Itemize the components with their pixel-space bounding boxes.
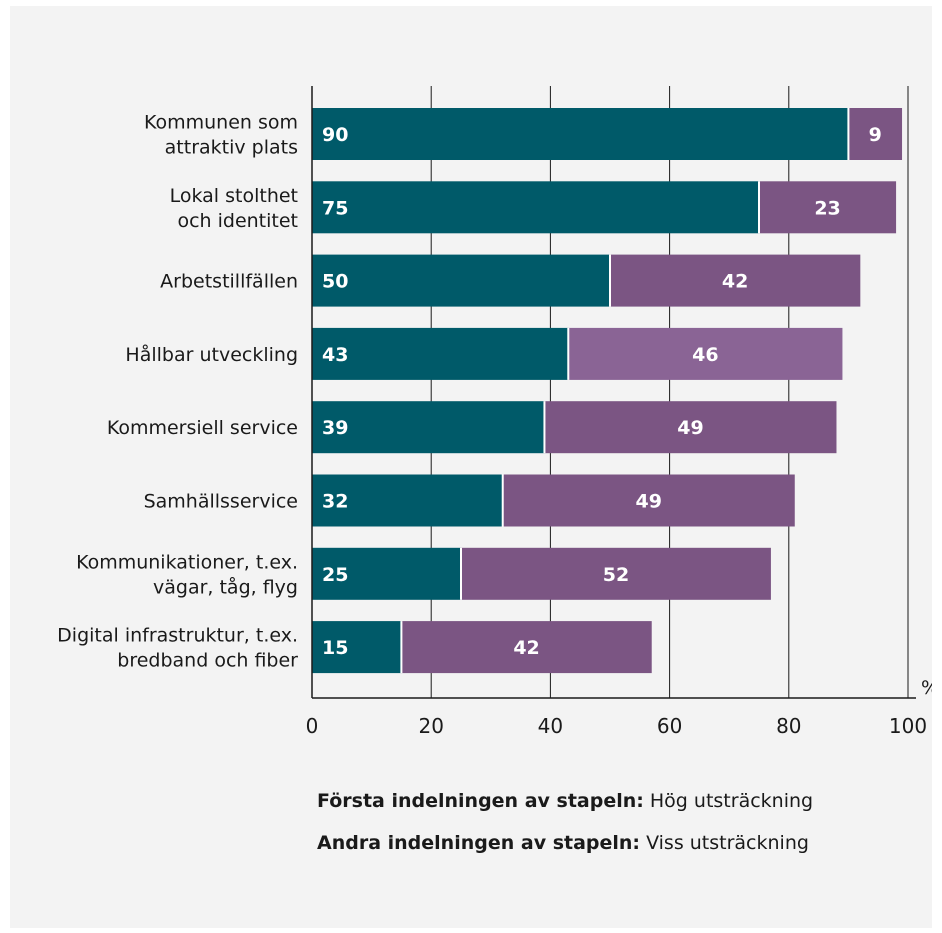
x-tick-label-20: 20	[418, 714, 443, 738]
x-tick-label-60: 60	[657, 714, 682, 738]
bar-segment-5-0	[312, 474, 503, 527]
bar-segment-4-1	[544, 401, 837, 454]
category-label-6-0: Kommunikationer, t.ex.	[76, 551, 298, 573]
legend-item-first: Första indelningen av stapeln: Hög utstr…	[317, 790, 813, 812]
bar-segment-1-0	[312, 181, 759, 234]
data-label-0-1: 9	[869, 124, 882, 146]
data-label-4-1: 49	[677, 417, 703, 439]
x-tick-label-40: 40	[538, 714, 563, 738]
category-label-0-0: Kommunen som	[144, 112, 298, 134]
bar-segment-2-0	[312, 254, 610, 307]
bar-segment-3-0	[312, 327, 569, 380]
category-label-2-0: Arbetstillfällen	[160, 271, 298, 293]
legend-second-text: Viss utsträckning	[640, 832, 809, 854]
data-label-0-0: 90	[322, 124, 348, 146]
category-label-5-0: Samhällsservice	[144, 491, 298, 513]
x-tick-label-80: 80	[776, 714, 801, 738]
category-label-3-0: Hållbar utveckling	[125, 343, 298, 366]
bar-segment-3-1	[568, 327, 843, 380]
data-label-5-1: 49	[636, 491, 662, 513]
legend-first-bold: Första indelningen av stapeln:	[317, 790, 644, 812]
category-label-1-0: Lokal stolthet	[170, 185, 298, 207]
data-label-4-0: 39	[322, 417, 348, 439]
chart-panel: 90 9 Kommunen som attraktiv plats 75 23 Lokal …	[10, 6, 932, 928]
data-label-5-0: 32	[322, 491, 348, 513]
bar-segment-2-1	[610, 254, 861, 307]
category-label-4-0: Kommersiell service	[107, 417, 298, 439]
bar-segment-5-1	[502, 474, 795, 527]
category-label-7-1: bredband och fiber	[117, 650, 298, 672]
bar-segment-1-1	[759, 181, 897, 234]
legend-first-text: Hög utsträckning	[643, 790, 814, 812]
data-label-7-1: 42	[513, 637, 539, 659]
bar-segment-4-0	[312, 401, 545, 454]
data-label-1-1: 23	[814, 197, 840, 219]
legend-second-bold: Andra indelningen av stapeln:	[317, 832, 641, 854]
data-label-3-0: 43	[322, 344, 348, 366]
x-tick-label-0: 0	[306, 714, 319, 738]
category-label-7-0: Digital infrastruktur, t.ex.	[57, 625, 298, 647]
bar-segment-6-0	[312, 547, 461, 600]
data-label-1-0: 75	[322, 197, 348, 219]
x-unit-label: %	[921, 677, 932, 699]
category-label-6-1: vägar, tåg, flyg	[153, 575, 298, 598]
bar-segment-7-1	[401, 621, 652, 674]
bar-segment-0-1	[848, 108, 903, 160]
data-label-7-0: 15	[322, 637, 348, 659]
x-tick-label-100: 100	[889, 714, 927, 738]
data-label-6-0: 25	[322, 564, 348, 586]
data-label-2-1: 42	[722, 271, 748, 293]
bar-segment-0-0	[312, 108, 849, 160]
stacked-bar-chart: 90 9 Kommunen som attraktiv plats 75 23 Lokal …	[57, 86, 932, 738]
data-label-2-0: 50	[322, 271, 348, 293]
category-label-1-1: och identitet	[177, 210, 298, 232]
legend-item-second: Andra indelningen av stapeln: Viss utstr…	[317, 832, 809, 854]
category-label-0-1: attraktiv plats	[165, 137, 298, 159]
bar-segment-6-1	[461, 547, 771, 600]
bar-segment-7-0	[312, 621, 402, 674]
data-label-3-1: 46	[692, 344, 718, 366]
data-label-6-1: 52	[603, 564, 629, 586]
